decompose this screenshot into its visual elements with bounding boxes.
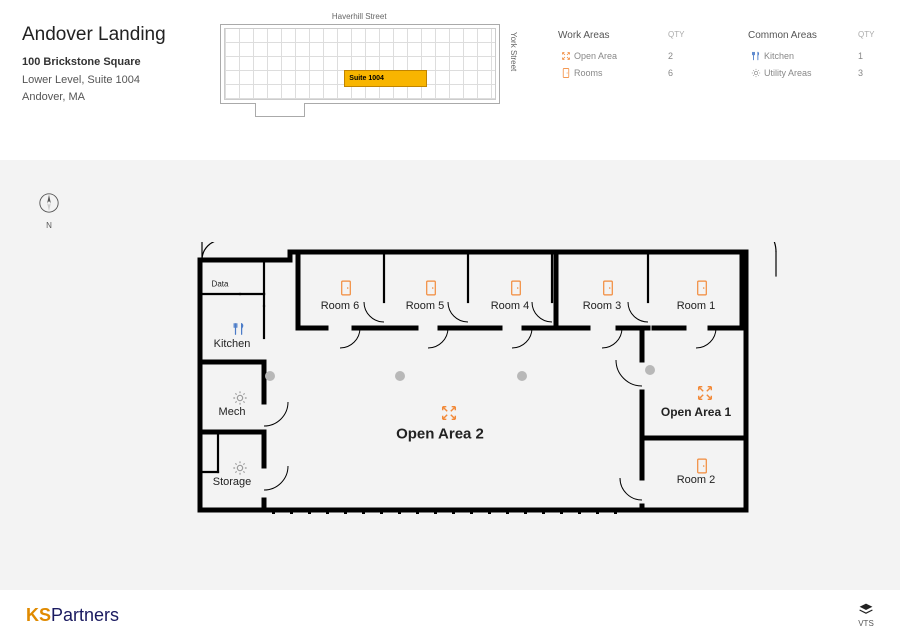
main-floor-plan-area: N Room 6 Room 5 Room 4 Room 3 Room 1 Room 2 Op… [0,160,900,590]
utility-label: Kitchen [214,338,251,350]
utility-label: Data [212,280,229,289]
room-label: Room 4 [491,300,530,312]
legend-work-areas: Work Areas QTY Open Area2Rooms6 [558,30,688,160]
legend-row: Kitchen1 [748,51,878,61]
legend-row-qty: 3 [858,68,878,78]
compass-n-label: N [38,221,60,230]
vts-label: VTS [858,619,874,628]
room-label: Room 3 [583,300,622,312]
vts-logo: VTS [858,603,874,628]
mini-key-plan: Haverhill Street York Street Suite 1004 [220,12,518,160]
legend-work-qty-label: QTY [668,30,684,41]
compass: N [38,192,60,230]
structural-column [395,371,405,381]
structural-column [517,371,527,381]
utility-label: Storage [213,476,252,488]
legend-row-name: Kitchen [764,51,858,61]
mini-plan-street-top: Haverhill Street [220,12,498,21]
legend-common-areas: Common Areas QTY Kitchen1Utility Areas3 [748,30,878,160]
property-suite: Lower Level, Suite 1004 [22,72,220,89]
utility-label: Mech [219,406,246,418]
legend-row-qty: 2 [668,51,688,61]
header: Andover Landing 100 Brickstone Square Lo… [0,0,900,160]
legend: Work Areas QTY Open Area2Rooms6 Common A… [518,12,878,160]
legend-row: Open Area2 [558,51,688,61]
legend-work-heading: Work Areas [558,30,668,41]
property-title: Andover Landing [22,24,220,46]
open-icon [558,51,574,61]
legend-row-name: Open Area [574,51,668,61]
mini-plan-outline: Suite 1004 [220,24,500,104]
legend-row-name: Rooms [574,68,668,78]
legend-common-qty-label: QTY [858,30,874,41]
room-label: Room 1 [677,300,716,312]
mini-plan-notch [255,103,305,117]
room-label: Room 2 [677,474,716,486]
legend-row-qty: 1 [858,51,878,61]
ks-partners-logo: KSPartners [26,605,119,626]
footer: KSPartners VTS [0,590,900,640]
open-area-label: Open Area 2 [396,426,484,443]
mini-plan-street-right: York Street [509,32,518,130]
legend-row: Rooms6 [558,68,688,78]
legend-row: Utility Areas3 [748,68,878,78]
structural-column [265,371,275,381]
legend-row-qty: 6 [668,68,688,78]
floor-plan: Room 6 Room 5 Room 4 Room 3 Room 1 Room 2 Open… [140,242,800,526]
property-city: Andover, MA [22,89,220,106]
mini-plan-highlight-label: Suite 1004 [349,75,384,82]
room-icon [558,68,574,78]
open-area-label: Open Area 1 [661,405,731,419]
structural-column [645,365,655,375]
property-address: 100 Brickstone Square [22,56,220,68]
header-address-block: Andover Landing 100 Brickstone Square Lo… [22,12,220,160]
mini-plan-grid [225,29,495,99]
room-label: Room 6 [321,300,360,312]
kitchen-icon [748,51,764,61]
legend-row-name: Utility Areas [764,68,858,78]
gear-icon [748,68,764,78]
room-label: Room 5 [406,300,445,312]
legend-common-heading: Common Areas [748,30,858,41]
